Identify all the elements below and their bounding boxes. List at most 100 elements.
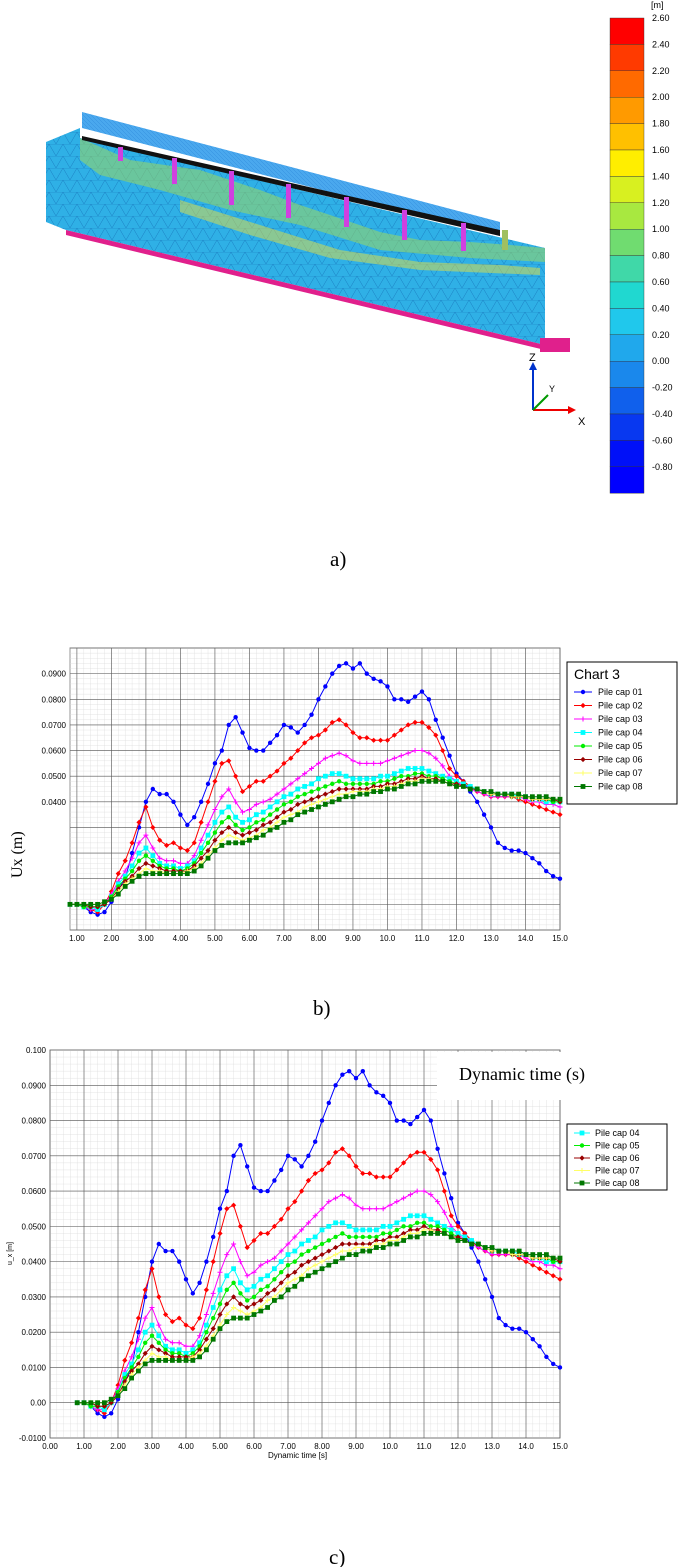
legend-swatch <box>609 70 645 98</box>
legend-swatch <box>609 334 645 362</box>
data-point <box>489 1245 495 1250</box>
data-point <box>364 671 369 676</box>
legend-label: Pile cap 06 <box>598 755 643 765</box>
data-point <box>135 1361 141 1367</box>
data-point <box>380 1237 386 1244</box>
data-point <box>115 891 121 897</box>
data-point <box>522 799 529 805</box>
x-tick-label: 12.0 <box>450 1442 466 1451</box>
data-point <box>205 847 211 854</box>
data-point <box>322 801 328 807</box>
data-point <box>481 812 487 817</box>
data-point <box>265 1188 270 1194</box>
data-point <box>421 1223 427 1229</box>
data-point <box>378 679 383 684</box>
data-point <box>551 1361 556 1367</box>
data-point <box>426 778 432 784</box>
data-point <box>551 1259 556 1264</box>
data-point <box>440 773 446 779</box>
data-point <box>557 812 563 818</box>
data-point <box>557 796 563 802</box>
data-point <box>204 1347 209 1353</box>
legend-label: Pile cap 04 <box>598 728 643 738</box>
data-point <box>421 1220 427 1226</box>
data-point <box>254 820 259 825</box>
data-point <box>401 1238 406 1243</box>
legend-swatch <box>609 255 645 283</box>
legend-swatch <box>609 228 645 256</box>
data-point <box>474 786 480 792</box>
data-point <box>329 719 335 725</box>
data-point <box>247 825 252 830</box>
data-point <box>265 1297 271 1303</box>
data-point <box>495 791 501 797</box>
legend-marker <box>580 743 586 749</box>
data-point <box>178 812 183 817</box>
data-point <box>115 881 121 887</box>
data-point <box>312 1269 318 1275</box>
data-point <box>401 1230 407 1237</box>
data-point <box>336 717 342 723</box>
chart-b: 1.00 2.00 3.00 4.00 5.00 6.00 7.00 8.00 9.00 10.0… <box>9 647 678 1020</box>
data-point <box>136 858 142 863</box>
chart-c: 0.00 1.00 2.00 3.00 4.00 5.00 6.00 7.00 8.00 9.00… <box>7 1046 668 1567</box>
data-point <box>258 1188 263 1194</box>
legend-label: Pile cap 07 <box>595 1166 640 1176</box>
data-point <box>495 840 501 846</box>
data-point <box>279 1167 284 1173</box>
data-point <box>233 799 239 805</box>
data-point <box>163 1248 168 1254</box>
data-point <box>109 1411 114 1416</box>
data-point <box>391 732 397 738</box>
axis-z-label: Z <box>529 352 536 364</box>
data-point <box>467 786 473 792</box>
data-point <box>198 863 204 869</box>
data-point <box>530 1252 536 1257</box>
data-point <box>136 873 142 879</box>
data-point <box>306 1238 311 1243</box>
x-tick-label: 8.00 <box>311 934 327 943</box>
data-point <box>367 1227 372 1233</box>
data-point <box>261 748 266 753</box>
legend-tick-label: 1.60 <box>652 145 670 155</box>
data-point <box>292 1276 298 1282</box>
data-point <box>346 1195 352 1201</box>
data-point <box>309 781 314 787</box>
data-point <box>543 868 549 874</box>
data-point <box>224 1319 230 1324</box>
piles <box>118 147 508 251</box>
data-point <box>272 1178 277 1183</box>
data-point <box>149 1358 155 1363</box>
data-point <box>136 819 142 825</box>
data-point <box>129 1361 134 1367</box>
data-point <box>330 781 335 787</box>
data-point <box>258 1276 264 1282</box>
legend-tick-label: 0.60 <box>652 277 670 287</box>
data-point <box>245 1164 250 1169</box>
data-point <box>387 1234 393 1240</box>
x-tick-label: 5.00 <box>212 1442 228 1451</box>
data-point <box>503 1248 508 1254</box>
data-point <box>212 819 218 825</box>
data-point <box>150 786 156 792</box>
data-point <box>401 1195 407 1201</box>
data-point <box>401 1118 406 1123</box>
data-point <box>447 781 452 787</box>
data-point <box>157 791 162 797</box>
data-point <box>374 1227 379 1233</box>
legend-marker <box>580 756 586 763</box>
chart-c-ylabel: u_x [m] <box>7 1242 14 1265</box>
data-point <box>319 1251 325 1258</box>
data-point <box>156 1358 162 1363</box>
data-point <box>185 822 190 828</box>
data-point <box>367 1083 372 1088</box>
data-point <box>149 1350 155 1356</box>
y-tick-label: -0.0100 <box>19 1434 47 1443</box>
data-point <box>272 1266 277 1272</box>
data-point <box>170 1347 175 1353</box>
data-point <box>219 837 225 843</box>
plot-area <box>69 647 561 931</box>
data-point <box>329 753 335 759</box>
data-point <box>496 1315 501 1321</box>
legend-tick-label: -0.40 <box>652 409 673 419</box>
